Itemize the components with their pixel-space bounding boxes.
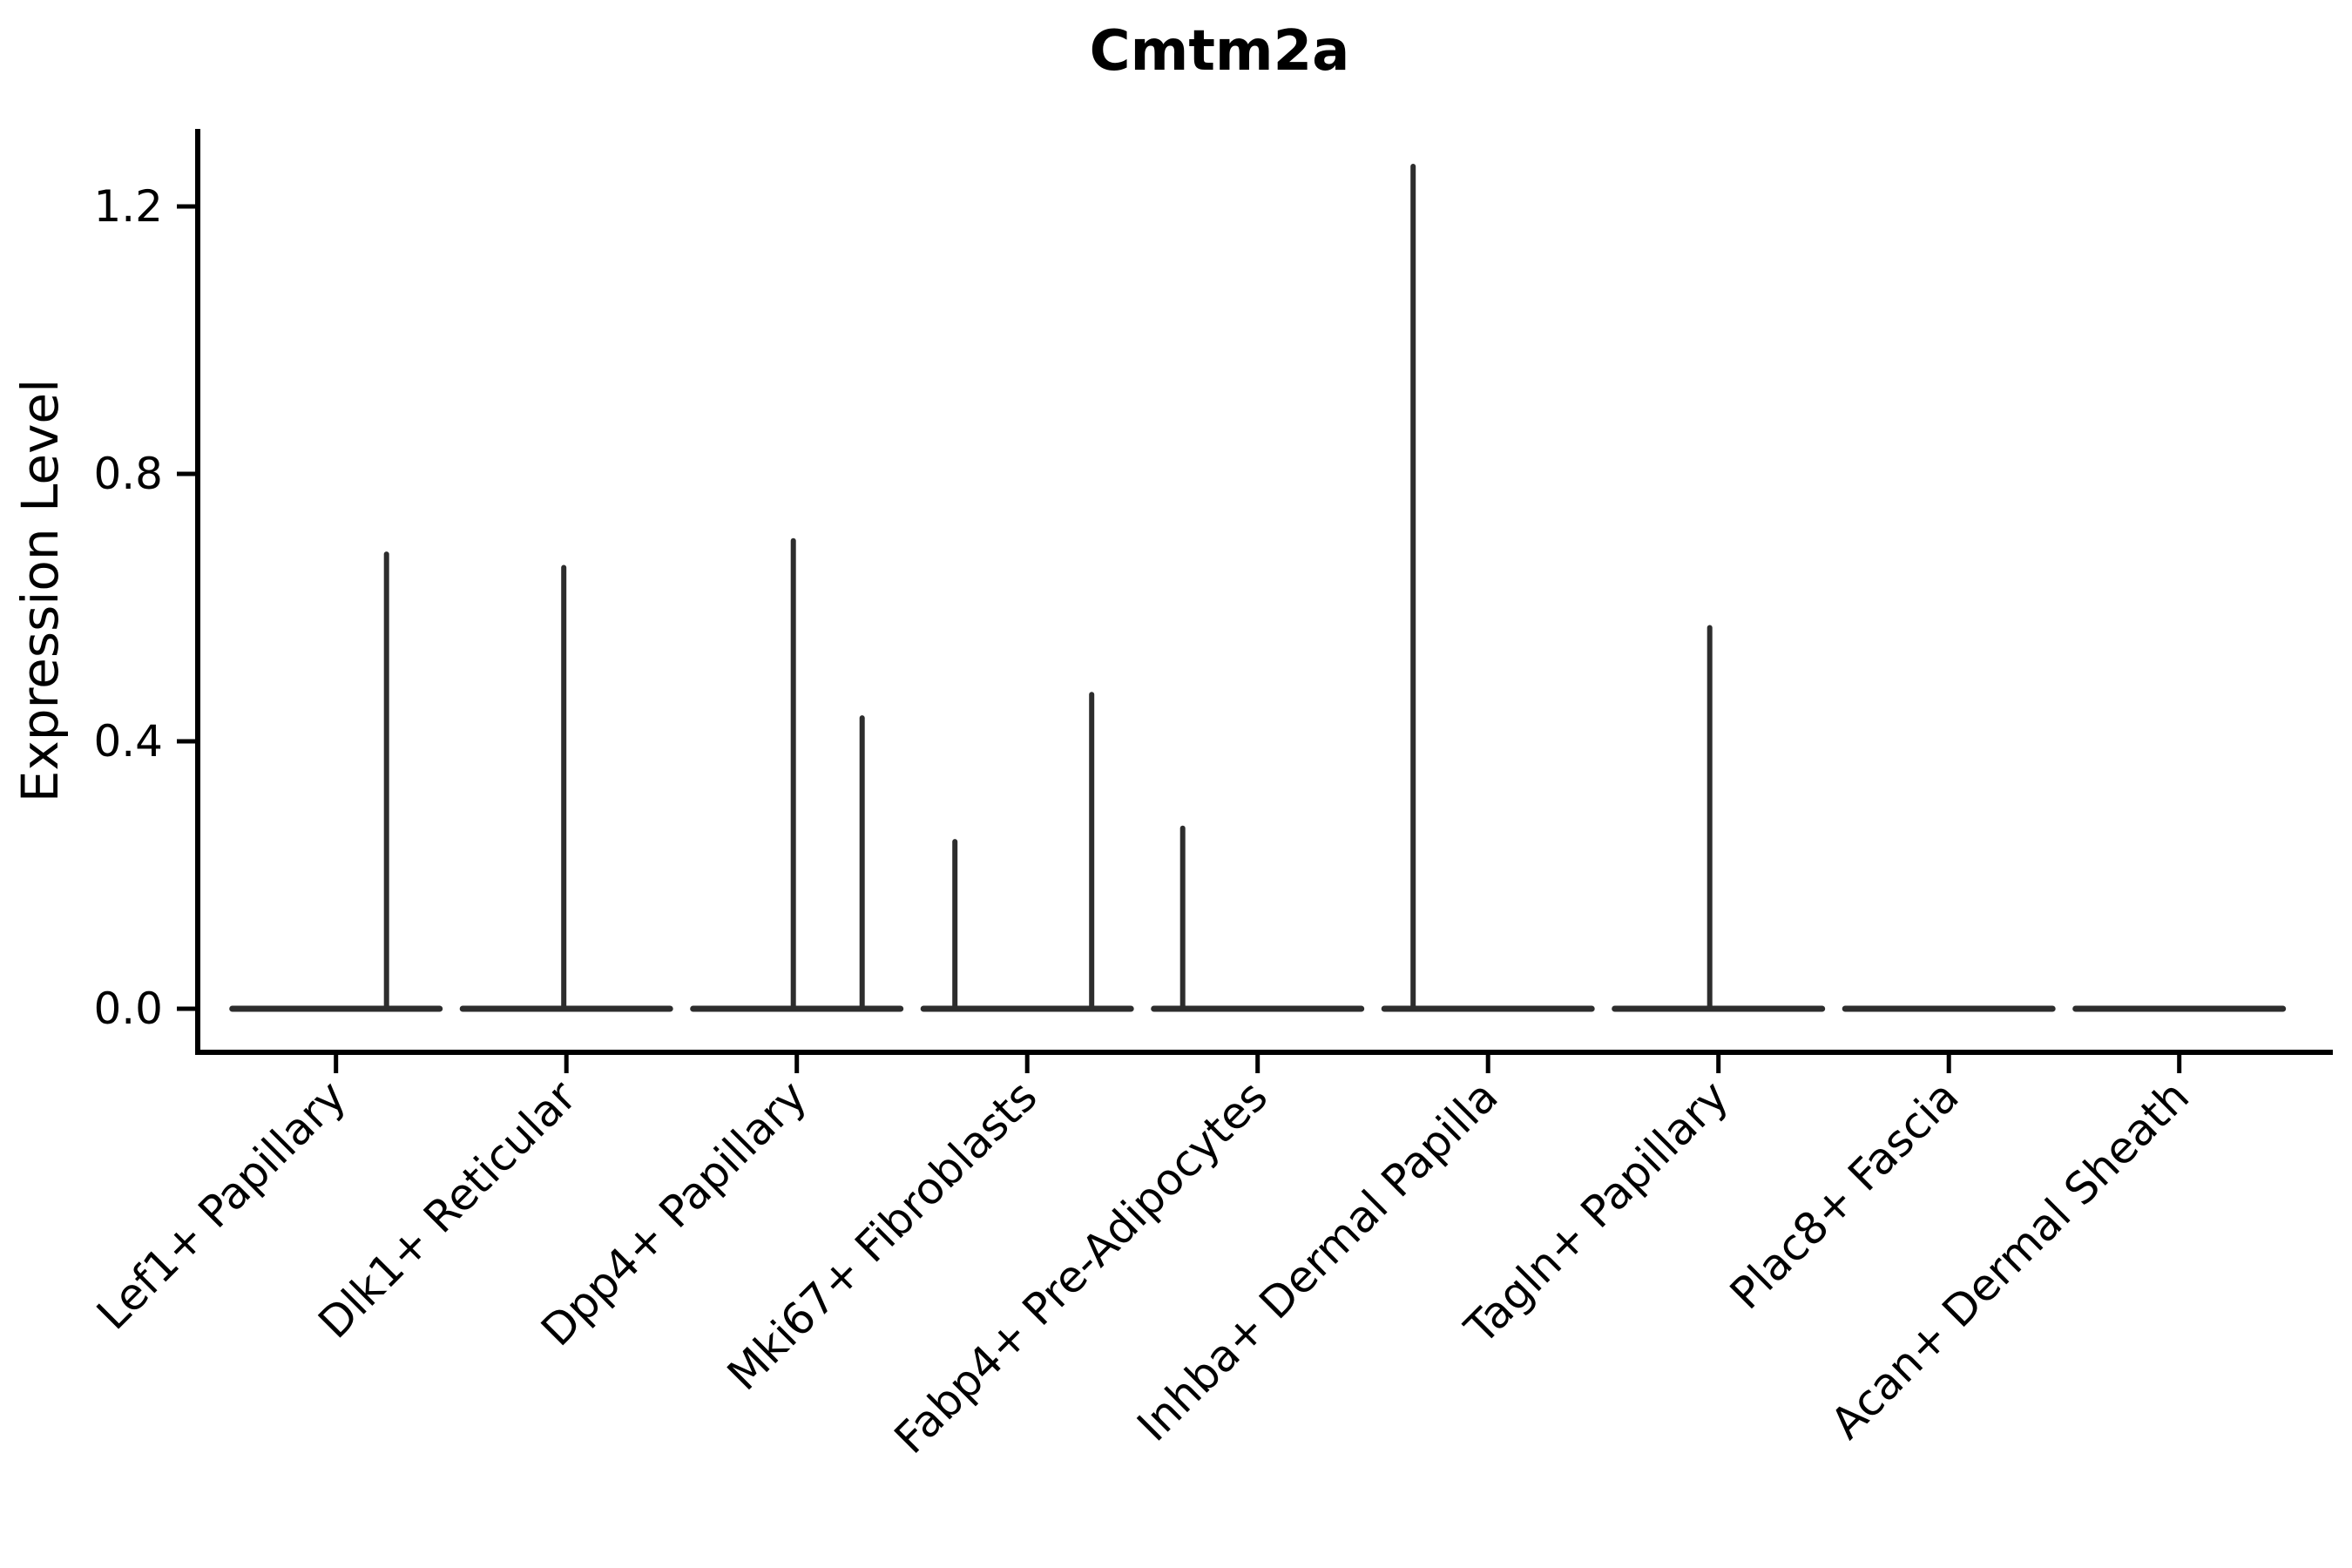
x-category-label: Fabp4+ Pre-Adipocytes: [885, 1071, 1278, 1463]
y-axis-label: Expression Level: [10, 379, 70, 802]
y-tick-label: 0.4: [93, 716, 163, 767]
violin-layer: [229, 163, 2287, 1012]
x-category-label: Lef1+ Papillary: [87, 1071, 355, 1339]
y-tick-label: 1.2: [93, 181, 163, 232]
plot-title: Cmtm2a: [1090, 19, 1350, 84]
y-tick-label: 0.8: [93, 449, 163, 499]
y-tick-label: 0.0: [93, 983, 163, 1034]
x-category-label: Plac8+ Fascia: [1720, 1071, 1969, 1319]
